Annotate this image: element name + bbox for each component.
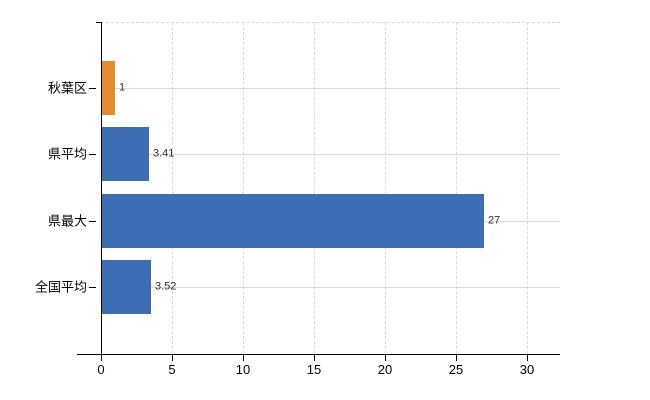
x-axis-tick-label: 30: [519, 362, 535, 377]
x-axis-tick-label: 15: [306, 362, 322, 377]
category-tick: [89, 154, 96, 155]
x-axis-tick-label: 20: [377, 362, 393, 377]
x-axis-tick-label: 10: [235, 362, 251, 377]
x-axis-tick: [314, 355, 315, 361]
horizontal-gridline: [101, 154, 560, 155]
vertical-gridline: [456, 22, 457, 354]
category-label: 県最大: [47, 213, 87, 229]
horizontal-gridline: [101, 88, 560, 89]
plot-top-border: [101, 22, 560, 23]
x-axis-tick: [527, 355, 528, 361]
vertical-gridline: [243, 22, 244, 354]
category-label: 全国平均: [34, 279, 87, 295]
category-label: 県平均: [47, 146, 87, 162]
bar-value-label: 3.41: [153, 147, 175, 160]
category-tick: [89, 88, 96, 89]
bar-全国平均: [102, 260, 151, 314]
x-axis-tick: [385, 355, 386, 361]
x-axis-tick: [456, 355, 457, 361]
bar-value-label: 1: [119, 81, 126, 94]
x-axis-tick: [243, 355, 244, 361]
x-axis-tick-label: 5: [168, 362, 176, 377]
horizontal-gridline: [101, 287, 560, 288]
bar-value-label: 3.52: [155, 280, 177, 293]
bar-value-label: 27: [488, 214, 501, 227]
x-axis-tick-label: 25: [448, 362, 464, 377]
category-tick: [89, 221, 96, 222]
vertical-gridline: [314, 22, 315, 354]
x-axis-tick: [101, 355, 102, 361]
vertical-gridline: [385, 22, 386, 354]
vertical-gridline: [527, 22, 528, 354]
category-tick: [89, 287, 96, 288]
bar-県平均: [102, 127, 149, 181]
category-label: 秋葉区: [47, 80, 87, 96]
x-axis-tick-label: 0: [97, 362, 105, 377]
bar-秋葉区: [102, 61, 115, 115]
vertical-gridline: [172, 22, 173, 354]
y-axis-top-tick: [96, 22, 101, 23]
y-axis-line: [101, 22, 102, 354]
x-axis-tick: [172, 355, 173, 361]
x-axis-line: [77, 354, 560, 355]
bar-県最大: [102, 194, 484, 248]
